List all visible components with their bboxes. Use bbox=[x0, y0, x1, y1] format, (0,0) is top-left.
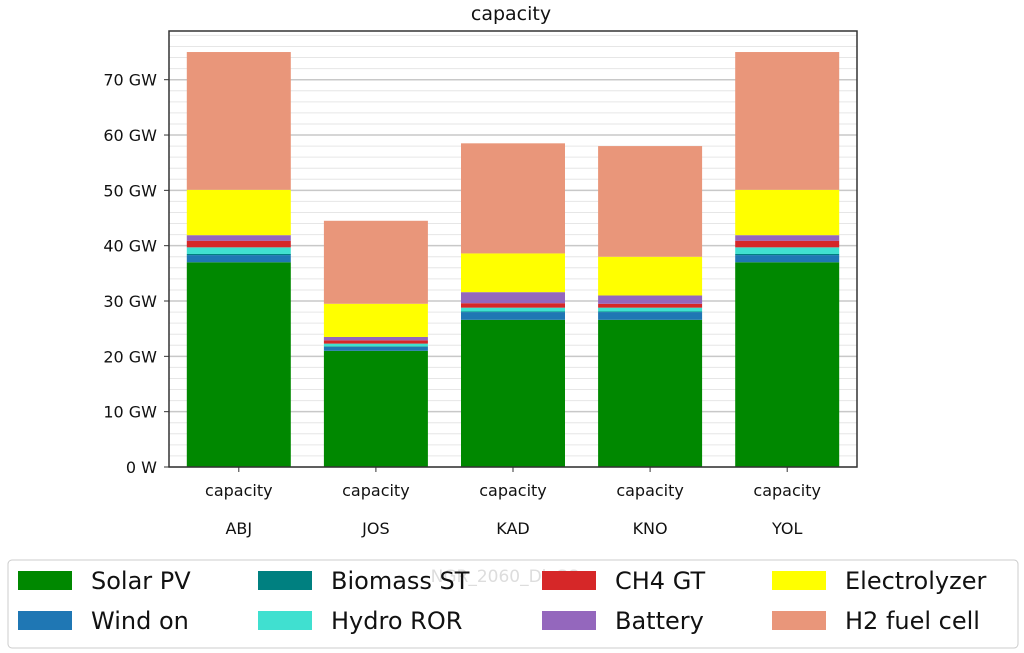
bar-segment-YOL-electrolyzer bbox=[735, 189, 840, 236]
x-tick-label: YOL bbox=[771, 519, 802, 538]
y-tick-label: 0 W bbox=[126, 458, 157, 477]
bar-segment-KNO-biomass-st bbox=[598, 311, 703, 313]
bar-segment-KAD-solar-pv bbox=[461, 319, 565, 467]
legend-swatch bbox=[18, 611, 72, 630]
bar-segment-KNO-wind-on bbox=[598, 312, 703, 320]
bar-segment-JOS-wind-on bbox=[323, 346, 428, 351]
bar-segment-KNO-solar-pv bbox=[598, 319, 703, 467]
bar-segment-JOS-electrolyzer bbox=[323, 303, 428, 337]
bar-segment-JOS-ch4-gt bbox=[323, 340, 428, 344]
bar-segment-ABJ-battery bbox=[186, 235, 291, 241]
bar-segment-JOS-hydro-ror bbox=[323, 343, 428, 347]
bars bbox=[186, 52, 840, 467]
bar-segment-KAD-electrolyzer bbox=[461, 253, 565, 293]
bar-segment-JOS-battery bbox=[323, 336, 428, 341]
bar-segment-KNO-battery bbox=[598, 295, 703, 304]
bar-segment-KAD-ch4-gt bbox=[461, 303, 565, 308]
bar-segment-ABJ-electrolyzer bbox=[186, 189, 291, 236]
y-axis-ticks: 0 W 10 GW 20 GW 30 GW 40 GW 50 GW 60 GW 70 GW bbox=[103, 71, 169, 477]
bar-segment-ABJ-solar-pv bbox=[186, 262, 291, 467]
y-tick-label: 70 GW bbox=[103, 71, 157, 90]
y-tick-label: 60 GW bbox=[103, 126, 157, 145]
bar-segment-YOL-hydro-ror bbox=[735, 247, 840, 254]
chart-title: capacity bbox=[471, 3, 551, 25]
bar-segment-JOS-biomass-st bbox=[323, 346, 428, 347]
y-tick-label: 40 GW bbox=[103, 237, 157, 256]
legend-swatch bbox=[772, 611, 826, 630]
legend-label: Wind on bbox=[91, 607, 189, 635]
bar-segment-KAD-h2-fuel-cell bbox=[461, 143, 565, 254]
legend-label: Battery bbox=[615, 607, 704, 635]
legend-swatch bbox=[258, 611, 312, 630]
legend-label: Biomass ST bbox=[331, 567, 470, 595]
axes-frame bbox=[168, 30, 858, 468]
bar-segment-YOL-biomass-st bbox=[735, 253, 840, 256]
legend-label: Electrolyzer bbox=[845, 567, 986, 595]
legend-label: CH4 GT bbox=[615, 567, 705, 595]
bar-segment-KAD-biomass-st bbox=[461, 311, 565, 313]
bar-segment-KAD-battery bbox=[461, 292, 565, 304]
y-tick-label: 30 GW bbox=[103, 292, 157, 311]
bar-segment-YOL-solar-pv bbox=[735, 262, 840, 467]
legend-swatch bbox=[542, 611, 596, 630]
y-tick-label: 10 GW bbox=[103, 403, 157, 422]
legend-swatch bbox=[258, 571, 312, 590]
bar-segment-KNO-hydro-ror bbox=[598, 307, 703, 312]
x-tick-label: ABJ bbox=[225, 519, 252, 538]
bar-segment-KNO-electrolyzer bbox=[598, 256, 703, 296]
legend-label: Hydro ROR bbox=[331, 607, 462, 635]
x-tick-label: KAD bbox=[496, 519, 529, 538]
y-tick-label: 50 GW bbox=[103, 181, 157, 200]
bar-segment-YOL-wind-on bbox=[735, 255, 840, 263]
legend: Solar PV Wind on Biomass ST Hydro ROR CH4 GT… bbox=[18, 567, 986, 635]
legend-swatch bbox=[772, 571, 826, 590]
bar-segment-YOL-ch4-gt bbox=[735, 240, 840, 248]
bar-segment-ABJ-hydro-ror bbox=[186, 247, 291, 254]
x-axis-ticks: capacity ABJ capacity JOS capacity KAD capacit… bbox=[205, 467, 821, 538]
bar-segment-KNO-h2-fuel-cell bbox=[598, 146, 703, 257]
legend-swatch bbox=[18, 571, 72, 590]
y-tick-label: 20 GW bbox=[103, 347, 157, 366]
x-tick-label: JOS bbox=[361, 519, 389, 538]
bar-segment-ABJ-wind-on bbox=[186, 255, 291, 263]
bar-segment-YOL-battery bbox=[735, 235, 840, 241]
legend-swatch bbox=[542, 571, 596, 590]
bar-segment-KAD-wind-on bbox=[461, 312, 565, 320]
bar-segment-YOL-h2-fuel-cell bbox=[735, 52, 840, 190]
bar-segment-KNO-ch4-gt bbox=[598, 303, 703, 308]
x-tick-label: KNO bbox=[633, 519, 668, 538]
bar-segment-ABJ-h2-fuel-cell bbox=[186, 52, 291, 190]
legend-label: H2 fuel cell bbox=[845, 607, 980, 635]
legend-label: Solar PV bbox=[91, 567, 191, 595]
bar-segment-JOS-h2-fuel-cell bbox=[323, 220, 428, 304]
x-tick-sublabel: capacity bbox=[616, 481, 684, 500]
x-tick-sublabel: capacity bbox=[753, 481, 821, 500]
bar-segment-ABJ-ch4-gt bbox=[186, 240, 291, 248]
x-tick-sublabel: capacity bbox=[205, 481, 273, 500]
bar-segment-ABJ-biomass-st bbox=[186, 253, 291, 256]
bar-segment-KAD-hydro-ror bbox=[461, 307, 565, 312]
bar-segment-JOS-solar-pv bbox=[323, 350, 428, 467]
x-tick-sublabel: capacity bbox=[342, 481, 410, 500]
x-tick-sublabel: capacity bbox=[479, 481, 547, 500]
